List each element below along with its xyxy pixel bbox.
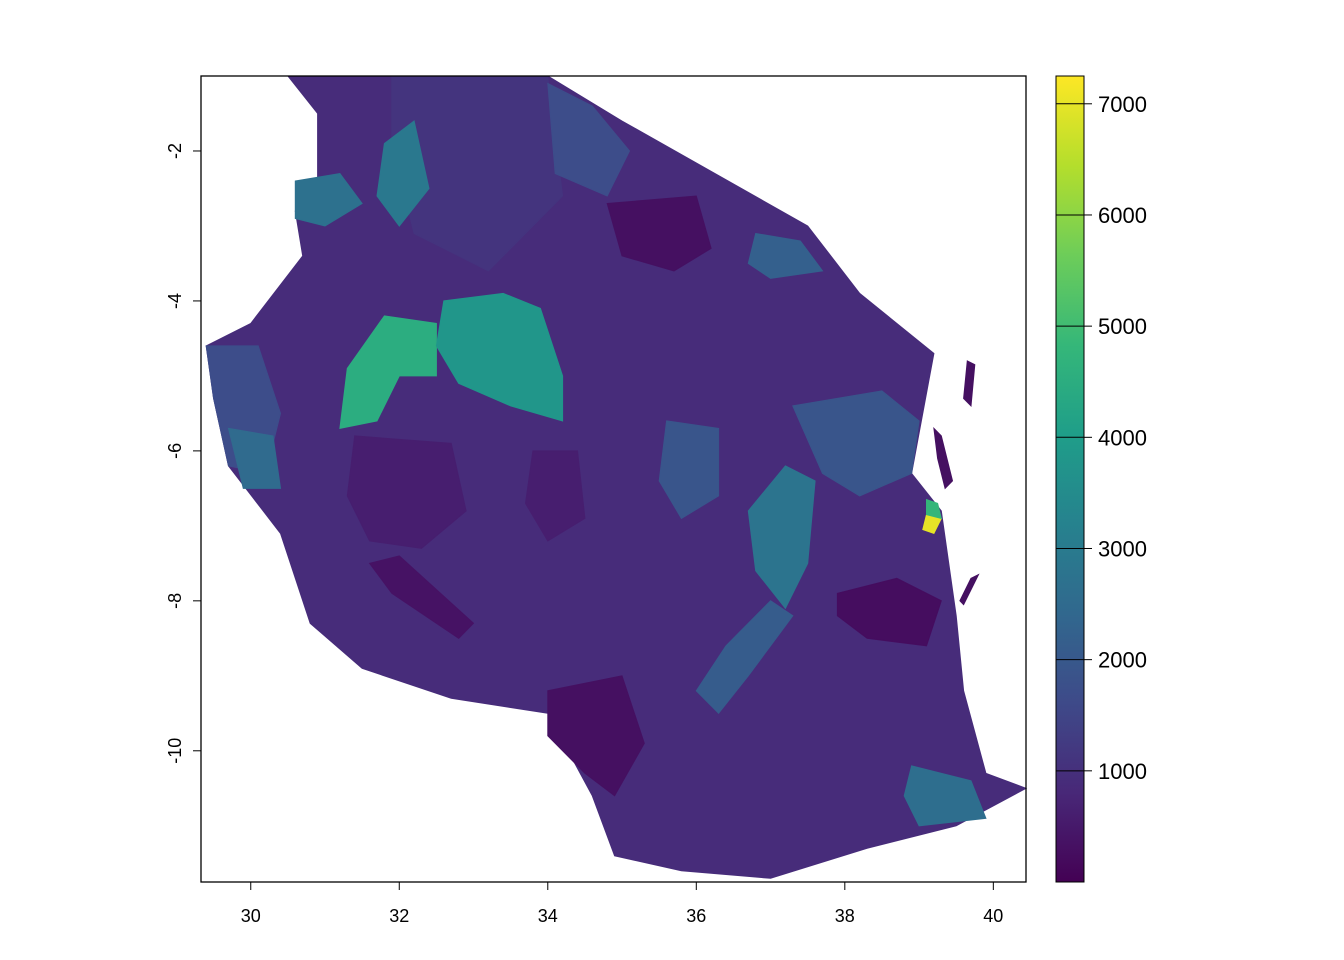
region-22	[747, 232, 824, 279]
region-15	[792, 390, 920, 497]
region-24	[933, 427, 954, 490]
x-tick-label-0: 30	[241, 906, 261, 926]
x-tick-label-4: 38	[835, 906, 855, 926]
colorbar-tick-label-2: 3000	[1098, 536, 1147, 561]
y-axis: -2 -4 -6 -8 -10	[165, 143, 202, 764]
regions-layer	[205, 75, 1028, 879]
colorbar-ticks: 1000 2000 3000 4000 5000 6000 7000	[1056, 92, 1147, 784]
region-11	[524, 450, 586, 542]
x-axis: 30 32 34 36 38 40	[241, 881, 1003, 926]
colorbar-scale	[1055, 75, 1085, 883]
region-19	[695, 600, 794, 715]
region-13	[606, 195, 712, 272]
x-tick-label-1: 32	[389, 906, 409, 926]
y-tick-label-4: -10	[165, 738, 185, 764]
region-7	[339, 315, 437, 430]
region-0	[205, 75, 1028, 879]
region-17	[926, 498, 942, 520]
region-6	[227, 427, 282, 489]
region-9	[346, 435, 467, 549]
region-8	[435, 292, 564, 422]
y-tick-label-3: -8	[165, 593, 185, 609]
y-tick-label-2: -6	[165, 443, 185, 459]
colorbar-tick-label-4: 5000	[1098, 314, 1147, 339]
region-18	[836, 577, 942, 647]
region-12	[658, 420, 720, 520]
colorbar-tick-label-1: 2000	[1098, 648, 1147, 673]
colorbar: 1000 2000 3000 4000 5000 6000 7000	[1055, 75, 1147, 883]
region-4	[376, 120, 430, 227]
y-tick-label-1: -4	[165, 293, 185, 309]
region-23	[963, 360, 976, 408]
y-tick-label-0: -2	[165, 143, 185, 159]
region-14	[747, 465, 816, 610]
colorbar-tick-label-3: 4000	[1098, 425, 1147, 450]
x-tick-label-3: 36	[686, 906, 706, 926]
region-21	[903, 765, 987, 827]
region-10	[368, 555, 475, 639]
x-tick-label-5: 40	[983, 906, 1003, 926]
x-tick-label-2: 34	[538, 906, 558, 926]
region-2	[547, 82, 631, 197]
colorbar-tick-label-5: 6000	[1098, 203, 1147, 228]
colorbar-tick-label-0: 1000	[1098, 759, 1147, 784]
region-3	[294, 172, 363, 227]
region-25	[959, 573, 980, 606]
colorbar-tick-label-6: 7000	[1098, 92, 1147, 117]
region-20	[547, 675, 645, 797]
